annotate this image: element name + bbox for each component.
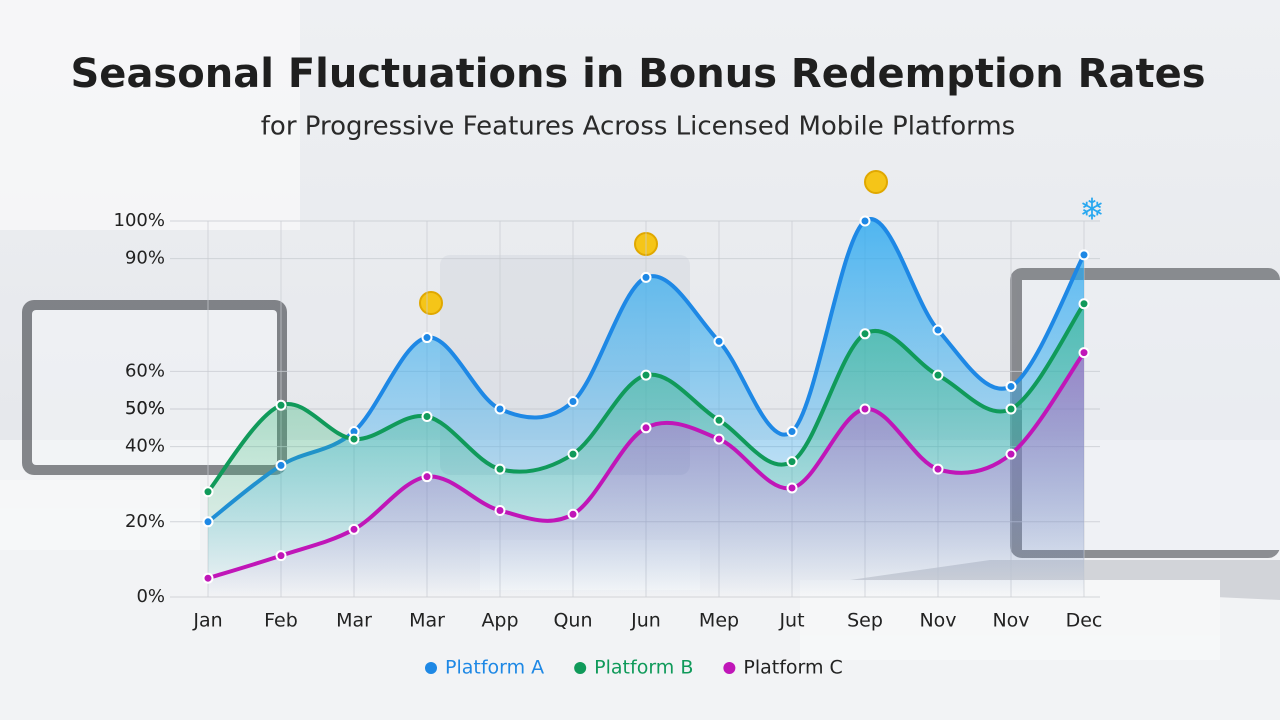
point [640,271,652,283]
point [1005,403,1017,415]
point [640,369,652,381]
legend-marker [574,662,587,674]
point [713,433,725,445]
point [494,505,506,517]
point [421,411,433,423]
point [932,463,944,475]
point [494,403,506,415]
y-tick-label: 0% [136,586,165,607]
y-tick-label: 60% [125,360,165,381]
point [202,486,214,498]
svg-text:❄: ❄ [1079,193,1104,228]
point [567,448,579,460]
legend-label: Platform B [594,657,693,679]
x-tick-label: Dec [1066,610,1103,632]
point [859,328,871,340]
point [275,550,287,562]
chart-title: Seasonal Fluctuations in Bonus Redemptio… [71,51,1206,97]
point [421,332,433,344]
legend-marker [723,662,736,674]
point [859,403,871,415]
window [0,0,300,230]
point [713,414,725,426]
point [1005,448,1017,460]
point [567,395,579,407]
y-tick-label: 50% [125,398,165,419]
x-tick-label: Jun [630,610,661,632]
x-tick-label: Mar [336,610,372,632]
point [1078,249,1090,261]
point [1078,298,1090,310]
point [275,459,287,471]
x-tick-label: App [481,610,518,632]
x-tick-label: Nov [992,610,1029,632]
x-tick-label: Qun [553,610,592,632]
point [932,369,944,381]
x-tick-label: Feb [264,610,298,632]
x-tick-label: Nov [919,610,956,632]
point [859,215,871,227]
point [348,433,360,445]
point [786,482,798,494]
legend-label: Platform A [445,657,544,679]
legend-label: Platform C [743,657,842,679]
point [1078,347,1090,359]
point [494,463,506,475]
x-tick-label: Jut [778,610,804,632]
legend-marker [425,662,437,674]
point [713,335,725,347]
point [567,508,579,520]
point [932,324,944,336]
point [786,456,798,468]
x-tick-label: Mep [699,610,739,632]
point [348,523,360,535]
x-tick-label: Jan [192,610,222,632]
y-tick-label: 50% [125,398,165,419]
point [786,426,798,438]
y-tick-label: 20% [125,511,165,532]
y-tick-label: 90% [125,248,165,269]
point [202,516,214,528]
point [202,572,214,584]
coin-icons: ❄ [419,170,1105,315]
x-tick-label: Sep [847,610,883,632]
y-tick-label: 40% [125,436,165,457]
x-tick-label: Mar [409,610,445,632]
chart-subtitle: for Progressive Features Across Licensed… [261,112,1015,142]
point [1005,380,1017,392]
point [640,422,652,434]
point [421,471,433,483]
point [275,399,287,411]
y-tick-label: 100% [114,210,165,231]
